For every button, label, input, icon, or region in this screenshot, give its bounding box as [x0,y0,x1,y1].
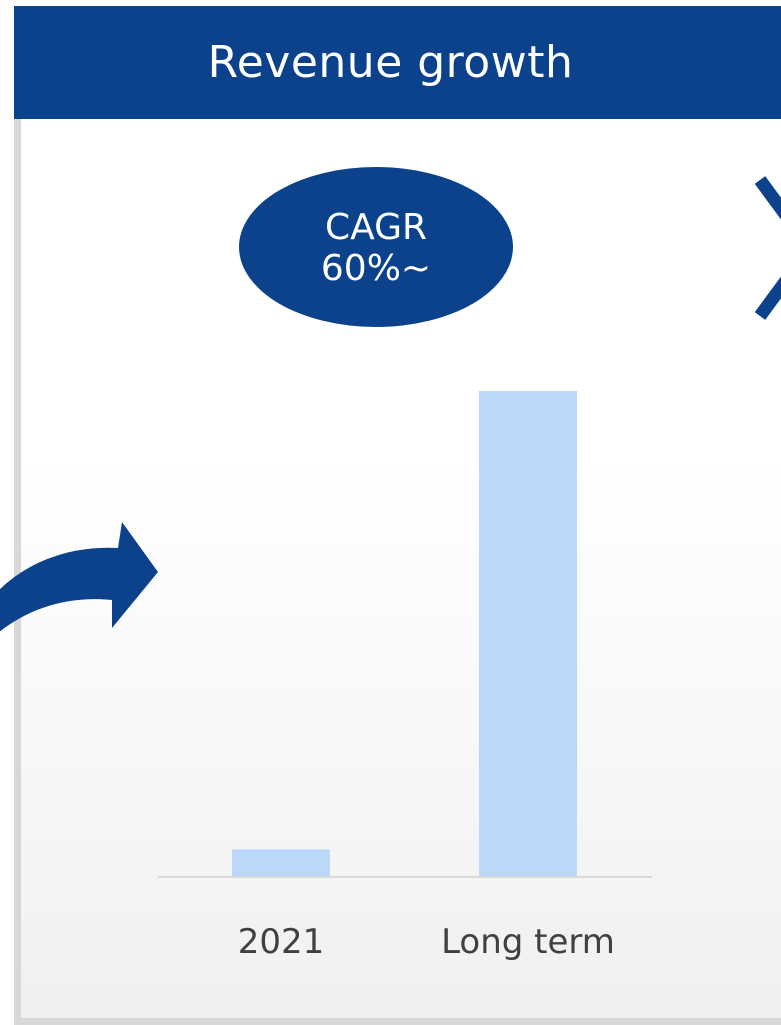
bar-2021 [232,849,330,876]
x-tick-label: 2021 [238,922,325,962]
cagr-callout: CAGR 60%~ [239,167,513,327]
bar-group [232,391,577,876]
cagr-value: 60%~ [321,248,431,289]
bar-long-term [479,391,577,876]
page-title: Revenue growth [207,37,574,88]
panel-header: Revenue growth [14,6,781,119]
chevron-right-icon [754,176,781,320]
curved-arrow-right-icon [0,522,158,632]
x-tick-label: Long term [441,922,615,962]
cagr-label: CAGR [325,207,427,248]
x-tick-labels: 2021 Long term [238,922,615,962]
